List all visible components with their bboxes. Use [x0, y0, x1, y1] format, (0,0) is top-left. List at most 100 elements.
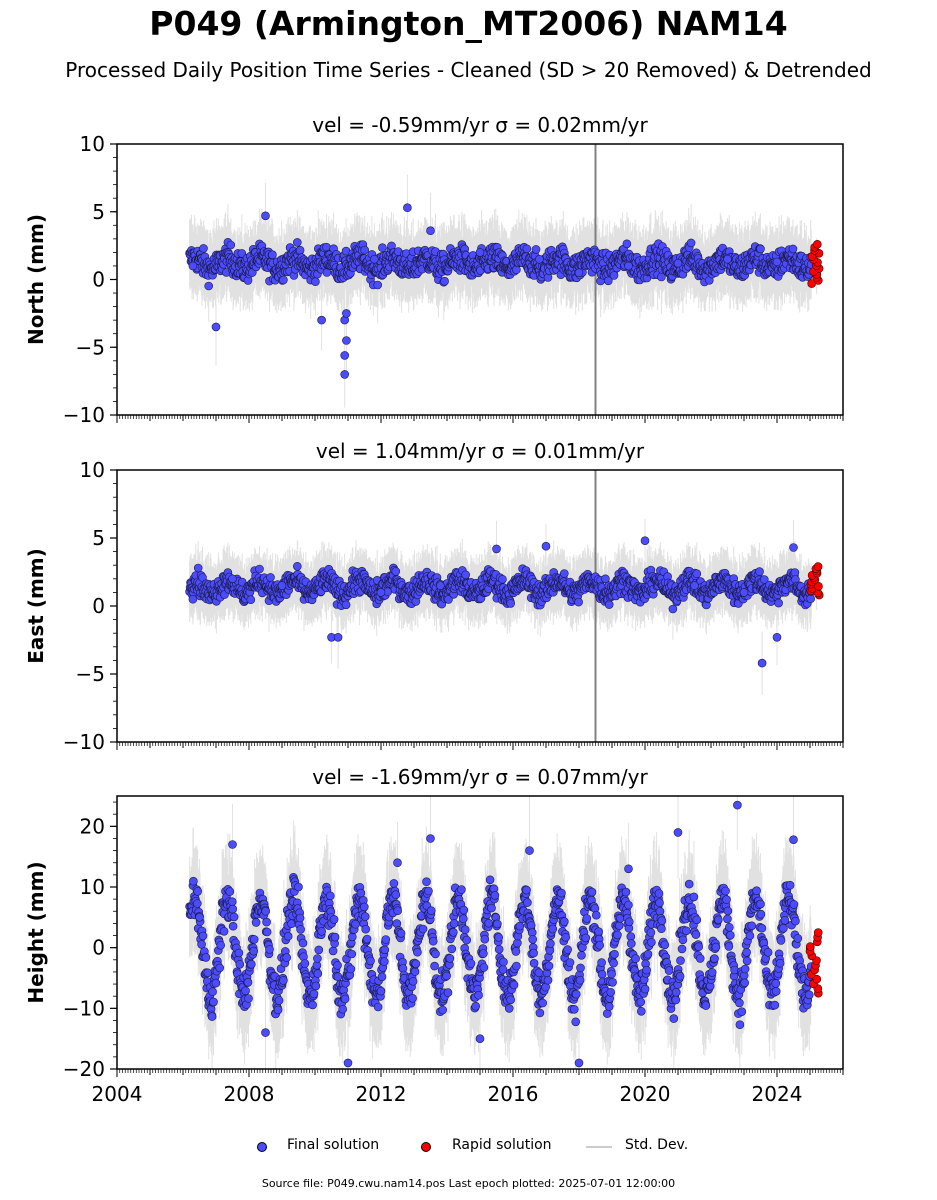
final-point: [529, 948, 538, 958]
final-point: [341, 600, 351, 610]
final-point: [664, 966, 674, 975]
final-point: [646, 928, 656, 937]
final-point: [504, 1004, 514, 1013]
final-point: [574, 1058, 584, 1068]
final-point: [724, 942, 734, 951]
final-points: [185, 536, 821, 668]
final-point: [461, 570, 471, 580]
final-point: [338, 1004, 348, 1014]
final-point: [340, 994, 350, 1004]
y-tick-label: 10: [80, 132, 105, 156]
final-point: [624, 917, 634, 927]
final-point: [506, 599, 516, 608]
final-point: [471, 1001, 481, 1011]
final-point: [610, 949, 619, 959]
final-point: [438, 1005, 448, 1015]
final-point: [722, 895, 731, 904]
final-point: [742, 956, 752, 966]
final-point: [490, 891, 500, 900]
final-point: [393, 858, 402, 868]
final-point: [408, 993, 417, 1003]
final-point: [563, 945, 572, 954]
final-point: [241, 986, 250, 996]
final-point: [443, 988, 453, 997]
final-point: [691, 930, 701, 939]
final-point: [733, 800, 742, 810]
final-point: [411, 959, 421, 969]
final-point: [347, 949, 357, 959]
final-point: [681, 926, 691, 936]
final-point: [340, 370, 350, 379]
x-tick-label: 2008: [224, 1082, 275, 1106]
final-point: [735, 998, 744, 1008]
final-point: [673, 258, 683, 268]
panel-north: −10 −5 0 5 10 vel = -0.59mm/yr σ = 0.02mm/yr N…: [24, 113, 844, 427]
final-point: [571, 1017, 581, 1027]
final-point: [597, 969, 607, 979]
final-point: [261, 211, 270, 221]
plot-area: [185, 470, 824, 742]
final-point: [308, 1000, 317, 1010]
final-point: [261, 1028, 270, 1037]
y-tick-label: 5: [92, 526, 105, 550]
final-point: [380, 945, 390, 955]
final-point: [509, 980, 519, 990]
final-point: [535, 1008, 545, 1018]
final-point: [268, 250, 277, 259]
final-point: [757, 658, 767, 668]
final-point: [440, 276, 449, 286]
final-point: [207, 1012, 217, 1021]
final-point: [775, 958, 785, 968]
final-point: [424, 886, 433, 896]
final-point: [325, 891, 335, 901]
final-point: [676, 956, 685, 965]
final-point: [626, 939, 636, 948]
final-point: [624, 900, 633, 910]
final-point: [475, 248, 485, 257]
final-point: [742, 947, 751, 957]
y-tick-label: 0: [92, 594, 105, 618]
final-point: [603, 276, 613, 286]
final-point: [261, 906, 271, 916]
final-point: [531, 245, 541, 254]
final-point: [279, 275, 288, 285]
final-point: [669, 1014, 679, 1023]
final-point: [725, 930, 735, 940]
final-point: [788, 244, 798, 254]
final-point: [636, 997, 646, 1007]
rapid-point: [813, 928, 823, 937]
final-point: [458, 914, 468, 924]
rapid-points: [807, 240, 824, 288]
final-point: [668, 604, 678, 614]
final-point: [512, 961, 521, 971]
final-point: [459, 905, 469, 915]
final-point: [690, 581, 699, 590]
page-title: P049 (Armington_MT2006) NAM14: [149, 4, 788, 43]
final-point: [208, 987, 217, 997]
final-point: [587, 887, 597, 897]
final-point: [211, 978, 221, 988]
final-point: [569, 1004, 579, 1014]
final-point: [377, 972, 387, 982]
final-point: [199, 244, 208, 253]
y-tick-label: −10: [63, 403, 105, 427]
final-point: [601, 574, 610, 584]
final-point: [274, 996, 284, 1005]
final-point: [346, 964, 356, 974]
final-point: [295, 245, 305, 255]
final-point: [791, 916, 800, 926]
final-point: [776, 936, 786, 945]
final-point: [677, 944, 687, 954]
final-point: [198, 573, 207, 582]
rapid-point: [812, 240, 822, 249]
final-point: [379, 957, 389, 966]
final-point: [804, 990, 814, 1000]
final-point: [538, 998, 548, 1008]
final-point: [710, 954, 719, 963]
final-point: [522, 244, 532, 254]
legend-final-label: Final solution: [287, 1137, 380, 1153]
final-point: [225, 887, 235, 896]
final-point: [747, 921, 757, 931]
final-point: [544, 961, 554, 971]
final-point: [604, 600, 614, 609]
